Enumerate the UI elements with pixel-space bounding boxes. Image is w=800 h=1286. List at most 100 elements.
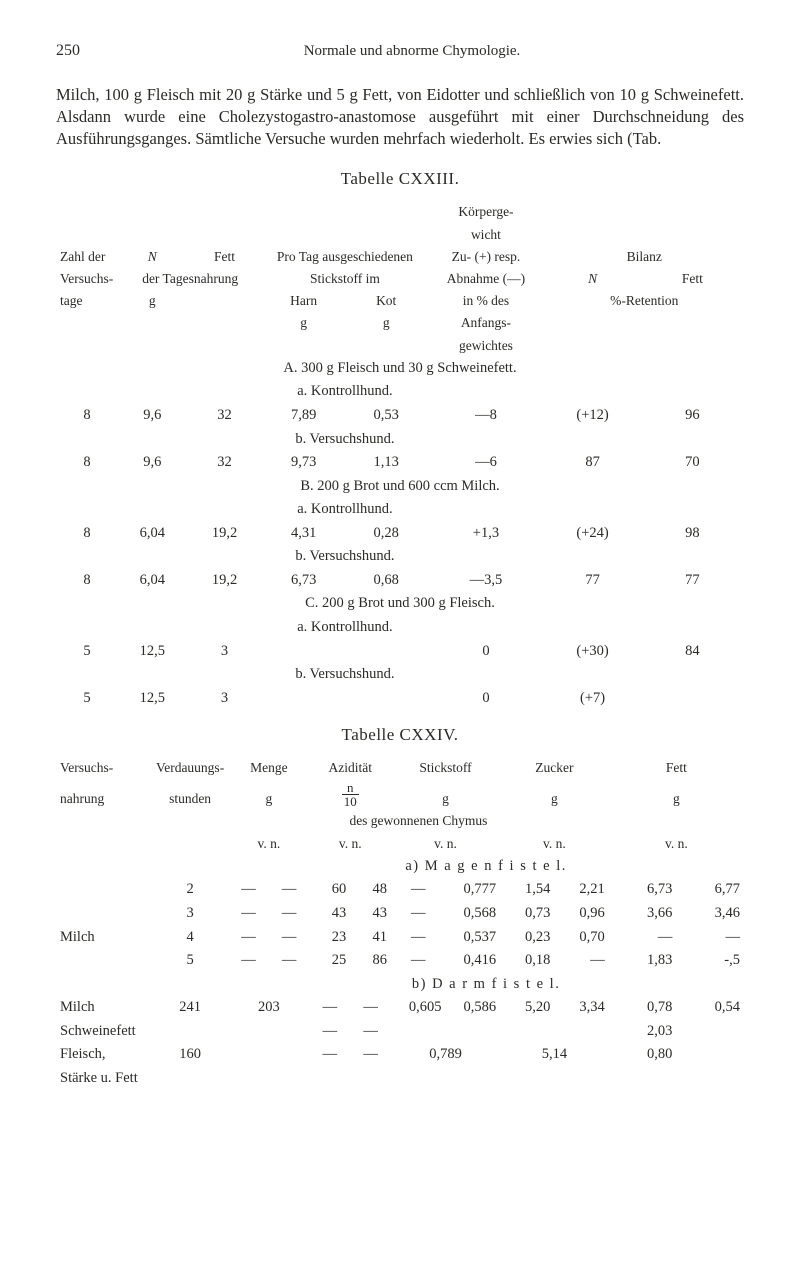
- cell: 203: [228, 996, 309, 1020]
- cell: 8: [56, 404, 118, 428]
- cell: 0,54: [676, 996, 744, 1020]
- cell: 0,53: [345, 404, 428, 428]
- cell: 0,28: [345, 522, 428, 546]
- section-a: A. 300 g Fleisch und 30 g Schweinefett.: [56, 357, 744, 381]
- hdr-vn5: v. n.: [609, 833, 744, 855]
- table-row: 8 6,04 19,2 6,73 0,68 —3,5 77 77: [56, 569, 744, 593]
- hdr-wicht: wicht: [427, 224, 544, 246]
- hdr-g5: g: [391, 779, 500, 810]
- cell: 2,03: [609, 1020, 677, 1044]
- cell: 6,04: [118, 522, 187, 546]
- hdr-g7: g: [609, 779, 744, 810]
- hdr-stickstoff: Stickstoff: [391, 757, 500, 779]
- cell: —: [391, 878, 446, 902]
- cell: 0: [427, 640, 544, 664]
- cell: 6,73: [262, 569, 345, 593]
- hdr-g4: g: [228, 779, 309, 810]
- cell: —: [309, 1020, 350, 1044]
- cell: 1,54: [500, 878, 554, 902]
- cell: 25: [309, 949, 350, 973]
- cell: 19,2: [187, 569, 263, 593]
- cell: 0,586: [446, 996, 501, 1020]
- hdr-N2: N: [544, 268, 640, 290]
- cell: 0,23: [500, 926, 554, 950]
- row-label: Schweinefett: [56, 1020, 152, 1044]
- cell: 0,568: [446, 902, 501, 926]
- cell: 0,96: [554, 902, 608, 926]
- cell: 8: [56, 569, 118, 593]
- table-row: 8 6,04 19,2 4,31 0,28 +1,3 (+24) 98: [56, 522, 744, 546]
- frac-den: 10: [342, 795, 359, 808]
- body-paragraph: Milch, 100 g Fleisch mit 20 g Stärke und…: [56, 84, 744, 151]
- cell: 0,80: [609, 1043, 677, 1067]
- cell: —: [228, 926, 269, 950]
- hdr-aziditat: Azidität: [309, 757, 391, 779]
- cell: 5,14: [500, 1043, 609, 1067]
- cell: 4: [152, 926, 228, 950]
- cell: —6: [427, 451, 544, 475]
- cell: 2: [152, 878, 228, 902]
- cell: [345, 687, 428, 711]
- cell: 9,73: [262, 451, 345, 475]
- cell: 77: [544, 569, 640, 593]
- cell: 12,5: [118, 687, 187, 711]
- cell: 43: [309, 902, 350, 926]
- hdr-bilanz: Bilanz: [544, 246, 744, 268]
- hdr-zahl: Zahl der: [56, 246, 118, 268]
- hdr-gewichtes: gewichtes: [427, 335, 544, 357]
- cell: +1,3: [427, 522, 544, 546]
- cell: 12,5: [118, 640, 187, 664]
- sub-a1: a. Kontrollhund.: [262, 380, 427, 404]
- table-row: Stärke u. Fett: [56, 1067, 744, 1091]
- cell: 9,6: [118, 404, 187, 428]
- cell: (+30): [544, 640, 640, 664]
- cell: 6,73: [609, 878, 677, 902]
- cell: 32: [187, 404, 263, 428]
- running-title: Normale und abnorme Chymologie.: [80, 41, 744, 61]
- cell: 0,70: [554, 926, 608, 950]
- cell: 9,6: [118, 451, 187, 475]
- hdr-protag: Pro Tag ausgeschiedenen: [262, 246, 427, 268]
- cell: 87: [544, 451, 640, 475]
- cell: 5: [56, 640, 118, 664]
- hdr-menge: Menge: [228, 757, 309, 779]
- cell: —: [350, 1020, 391, 1044]
- cell: 48: [350, 878, 391, 902]
- cell: —: [391, 926, 446, 950]
- cell: —: [269, 878, 310, 902]
- hdr-retention: %-Retention: [544, 290, 744, 312]
- cell: 32: [187, 451, 263, 475]
- cell: 241: [152, 996, 228, 1020]
- cell: [262, 640, 345, 664]
- cell: —: [309, 996, 350, 1020]
- hdr-versuchs2: Versuchs-: [56, 757, 152, 779]
- table-123: Körperge- wicht Zahl der N Fett Pro Tag …: [56, 201, 744, 710]
- cell: —: [269, 926, 310, 950]
- cell: 3: [187, 687, 263, 711]
- hdr-zu: Zu- (+) resp.: [427, 246, 544, 268]
- cell: 2,21: [554, 878, 608, 902]
- cell: 5: [152, 949, 228, 973]
- table-row: 2 — — 60 48 — 0,777 1,54 2,21 6,73 6,77: [56, 878, 744, 902]
- sub-b2: b. Versuchshund.: [262, 545, 427, 569]
- section-b: B. 200 g Brot und 600 ccm Milch.: [56, 475, 744, 499]
- cell: —8: [427, 404, 544, 428]
- hdr-stunden: stunden: [152, 779, 228, 810]
- cell: 0,537: [446, 926, 501, 950]
- running-head: 250 Normale und abnorme Chymologie.: [56, 40, 744, 62]
- cell: 98: [641, 522, 744, 546]
- section-darmfistel: b) D a r m f i s t e l.: [228, 973, 744, 997]
- cell: 0,73: [500, 902, 554, 926]
- cell: 84: [641, 640, 744, 664]
- cell: —: [391, 902, 446, 926]
- cell: 0,789: [391, 1043, 500, 1067]
- frac-num: n: [342, 781, 359, 795]
- cell: 86: [350, 949, 391, 973]
- cell: 0,18: [500, 949, 554, 973]
- cell: 6,77: [676, 878, 744, 902]
- table-row: 5 — — 25 86 — 0,416 0,18 — 1,83 -,5: [56, 949, 744, 973]
- cell: —: [269, 902, 310, 926]
- cell: 3: [187, 640, 263, 664]
- hdr-vn4: v. n.: [500, 833, 609, 855]
- cell: 0,777: [446, 878, 501, 902]
